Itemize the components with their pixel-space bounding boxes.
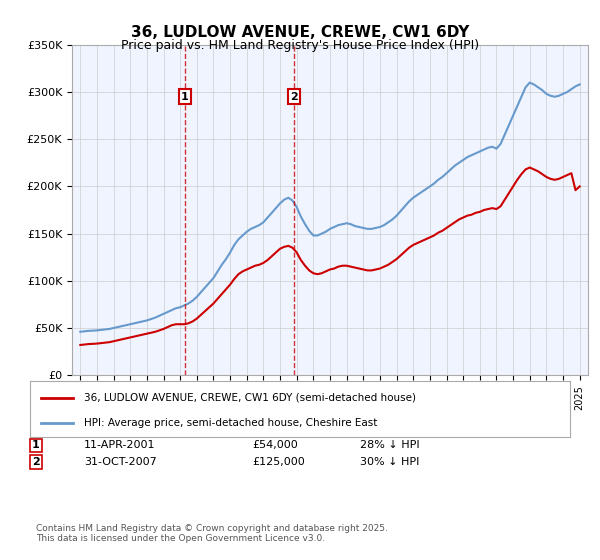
Text: 1: 1 — [181, 92, 189, 102]
Text: HPI: Average price, semi-detached house, Cheshire East: HPI: Average price, semi-detached house,… — [84, 418, 377, 428]
Text: 1: 1 — [32, 440, 40, 450]
Text: 28% ↓ HPI: 28% ↓ HPI — [360, 440, 419, 450]
Text: 36, LUDLOW AVENUE, CREWE, CW1 6DY: 36, LUDLOW AVENUE, CREWE, CW1 6DY — [131, 25, 469, 40]
Text: Contains HM Land Registry data © Crown copyright and database right 2025.
This d: Contains HM Land Registry data © Crown c… — [36, 524, 388, 543]
Text: 30% ↓ HPI: 30% ↓ HPI — [360, 457, 419, 467]
Text: 11-APR-2001: 11-APR-2001 — [84, 440, 155, 450]
Text: 36, LUDLOW AVENUE, CREWE, CW1 6DY (semi-detached house): 36, LUDLOW AVENUE, CREWE, CW1 6DY (semi-… — [84, 393, 416, 403]
Text: 2: 2 — [32, 457, 40, 467]
Text: 2: 2 — [290, 92, 298, 102]
Text: £125,000: £125,000 — [252, 457, 305, 467]
Text: Price paid vs. HM Land Registry's House Price Index (HPI): Price paid vs. HM Land Registry's House … — [121, 39, 479, 52]
Text: 31-OCT-2007: 31-OCT-2007 — [84, 457, 157, 467]
Text: £54,000: £54,000 — [252, 440, 298, 450]
